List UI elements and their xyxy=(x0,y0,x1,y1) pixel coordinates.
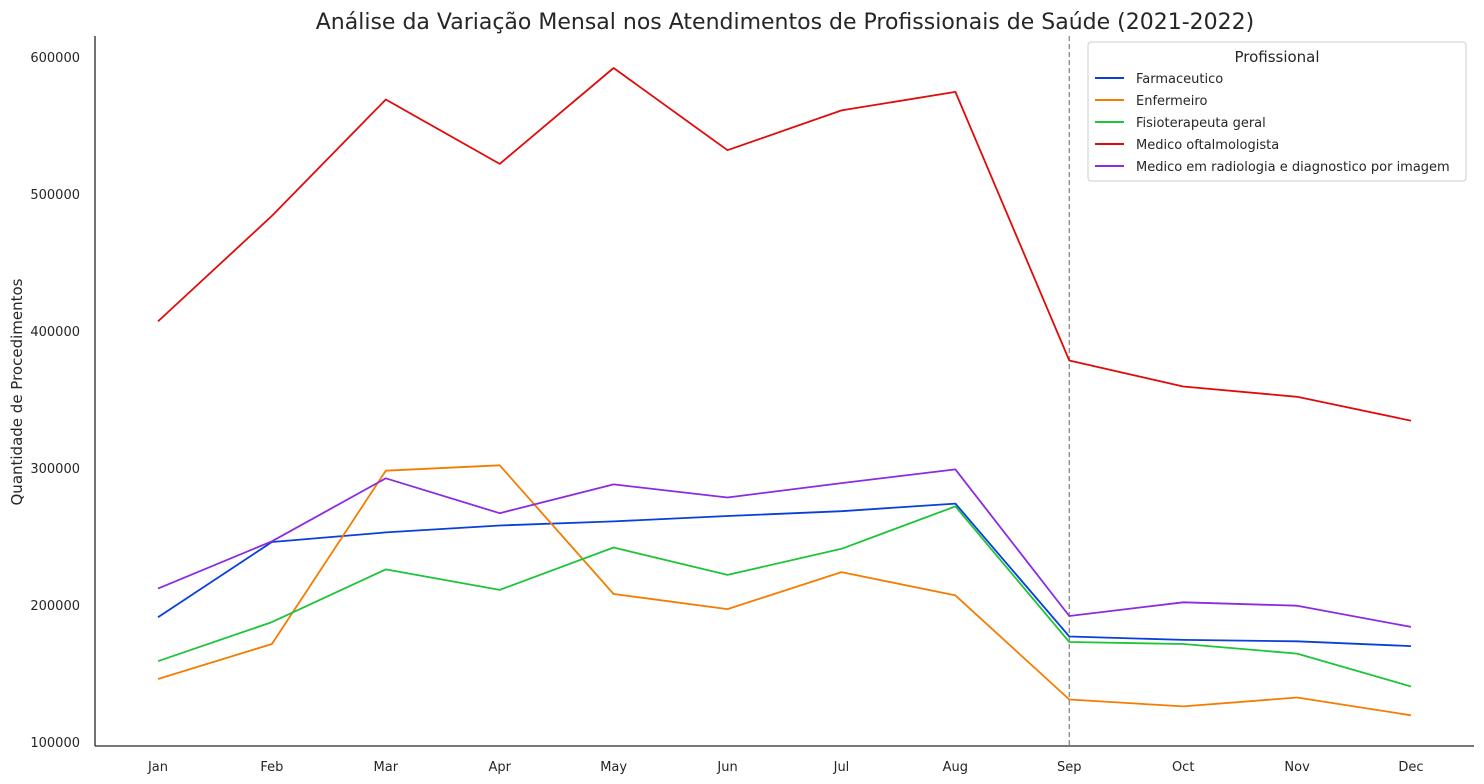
y-tick-label: 600000 xyxy=(30,51,80,66)
legend-entry: Medico em radiologia e diagnostico por i… xyxy=(1136,160,1450,175)
y-tick-label: 400000 xyxy=(30,325,80,340)
x-tick-label: Apr xyxy=(488,760,511,775)
series-line-5 xyxy=(157,468,1412,628)
plot-area: 100000 200000 300000 400000 500000 600000 Jan F… xyxy=(30,36,1474,775)
y-axis-label: Quantidade de Procedimentos xyxy=(8,278,26,505)
legend-entry: Medico oftalmologista xyxy=(1136,138,1279,153)
y-tick-label: 200000 xyxy=(30,599,80,614)
legend-title: Profissional xyxy=(1234,48,1319,66)
series-line-4 xyxy=(157,67,1412,422)
x-tick-label: May xyxy=(600,760,627,775)
x-tick-label: Dec xyxy=(1398,760,1423,775)
x-tick-label: Aug xyxy=(943,760,968,775)
x-tick-label: Mar xyxy=(374,760,399,775)
x-tick-label: Jun xyxy=(716,760,737,775)
series-line-1 xyxy=(157,502,1412,647)
x-tick-label: Jul xyxy=(833,760,850,775)
y-tick-label: 100000 xyxy=(30,736,80,751)
series-line-3 xyxy=(157,505,1412,688)
x-tick-label: Nov xyxy=(1284,760,1310,775)
x-tick-label: Oct xyxy=(1172,760,1194,775)
x-tick-label: Sep xyxy=(1057,760,1082,775)
legend-frame xyxy=(1087,41,1467,182)
legend-entry: Farmaceutico xyxy=(1136,72,1223,87)
y-tick-label: 500000 xyxy=(30,188,80,203)
legend-entry: Fisioterapeuta geral xyxy=(1136,116,1266,131)
x-tick-label: Jan xyxy=(147,760,168,775)
y-tick-label: 300000 xyxy=(30,462,80,477)
legend-entry: Enfermeiro xyxy=(1136,94,1207,109)
series-line-2 xyxy=(157,464,1412,717)
chart-title: Análise da Variação Mensal nos Atendimen… xyxy=(316,10,1254,35)
legend: Profissional Farmaceutico Enfermeiro Fisiot… xyxy=(1087,41,1467,182)
x-tick-label: Feb xyxy=(260,760,283,775)
